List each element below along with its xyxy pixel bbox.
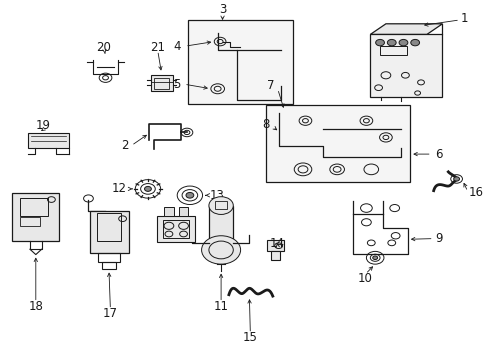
Text: 5: 5	[172, 78, 180, 91]
Text: 10: 10	[357, 272, 372, 285]
Text: 1: 1	[459, 12, 467, 25]
Bar	[369, 35, 442, 96]
Bar	[20, 198, 48, 216]
Bar	[267, 240, 284, 251]
Circle shape	[201, 236, 240, 264]
Text: 19: 19	[36, 119, 51, 132]
Text: 8: 8	[262, 118, 269, 131]
Text: 14: 14	[269, 237, 285, 251]
Text: 7: 7	[266, 80, 274, 93]
Bar	[97, 213, 121, 241]
Bar	[12, 193, 59, 241]
Bar	[154, 78, 168, 89]
Bar	[266, 105, 409, 182]
Text: 6: 6	[434, 148, 441, 161]
Text: 12: 12	[111, 183, 126, 195]
Bar	[379, 46, 406, 55]
Bar	[157, 216, 194, 242]
Circle shape	[386, 39, 395, 46]
Bar	[98, 253, 120, 262]
Bar	[102, 262, 116, 270]
Circle shape	[372, 256, 377, 260]
Bar	[20, 217, 40, 226]
Text: 20: 20	[96, 41, 110, 54]
Circle shape	[144, 186, 151, 192]
Text: 4: 4	[173, 40, 181, 53]
Bar	[208, 206, 233, 239]
Bar	[151, 75, 172, 91]
Circle shape	[398, 39, 407, 46]
Polygon shape	[369, 24, 442, 35]
Text: 13: 13	[209, 189, 224, 202]
Bar	[90, 211, 129, 253]
Text: 17: 17	[102, 307, 118, 320]
Text: 3: 3	[219, 3, 226, 16]
Circle shape	[453, 177, 459, 181]
Text: 21: 21	[150, 41, 165, 54]
Circle shape	[410, 39, 419, 46]
Text: 18: 18	[28, 300, 43, 313]
Bar	[162, 220, 189, 238]
Bar	[178, 207, 188, 216]
Bar	[28, 133, 69, 148]
Text: 9: 9	[435, 232, 442, 245]
Text: 15: 15	[243, 331, 257, 344]
Circle shape	[375, 39, 384, 46]
Bar	[271, 251, 280, 260]
Text: 16: 16	[468, 186, 483, 199]
Circle shape	[208, 197, 233, 215]
Bar	[188, 20, 293, 104]
Circle shape	[185, 193, 193, 198]
Bar	[163, 207, 173, 216]
Text: 2: 2	[121, 139, 128, 152]
Text: 11: 11	[213, 300, 228, 313]
Bar	[215, 201, 226, 209]
